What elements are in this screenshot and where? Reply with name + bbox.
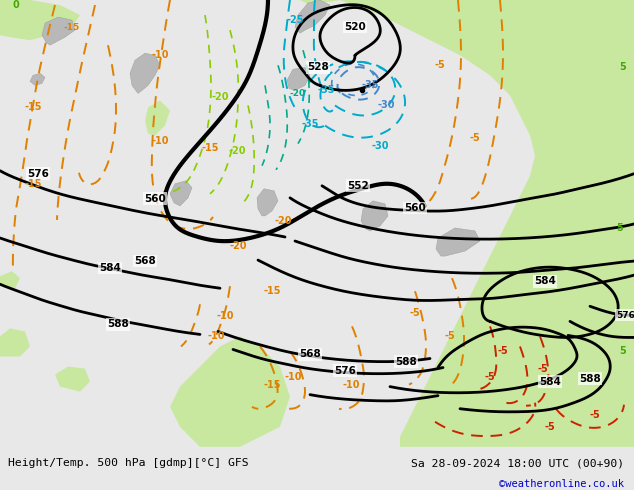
Text: -5: -5 [470, 133, 481, 143]
Polygon shape [361, 201, 388, 231]
Polygon shape [30, 74, 45, 85]
Text: 588: 588 [579, 373, 601, 384]
Text: -15: -15 [263, 286, 281, 296]
Text: -15: -15 [24, 102, 42, 112]
Text: -15: -15 [263, 380, 281, 390]
Text: -10: -10 [152, 50, 169, 60]
Text: -35: -35 [361, 80, 378, 90]
Text: -25: -25 [286, 15, 304, 25]
Polygon shape [257, 189, 278, 216]
Polygon shape [287, 67, 310, 90]
Text: -5: -5 [538, 364, 548, 373]
Text: 584: 584 [99, 263, 121, 273]
Text: -5: -5 [444, 331, 455, 342]
Polygon shape [436, 228, 480, 256]
Text: -35: -35 [317, 85, 335, 96]
Text: -15: -15 [24, 179, 42, 189]
Polygon shape [170, 181, 192, 206]
Text: 576: 576 [616, 311, 634, 320]
Text: 560: 560 [144, 194, 166, 204]
Text: 5: 5 [619, 62, 626, 73]
Polygon shape [130, 53, 160, 94]
Text: -5: -5 [484, 371, 495, 382]
Text: 5: 5 [619, 346, 626, 357]
Text: -15: -15 [201, 143, 219, 152]
Text: 588: 588 [395, 357, 417, 367]
Text: -5: -5 [590, 410, 600, 420]
Text: -35: -35 [301, 119, 319, 128]
Text: -10: -10 [342, 380, 359, 390]
Text: -10: -10 [216, 311, 234, 321]
Text: -30: -30 [377, 100, 395, 110]
Text: 584: 584 [539, 377, 561, 387]
Text: 560: 560 [404, 203, 426, 213]
Text: 576: 576 [27, 169, 49, 179]
Polygon shape [0, 271, 20, 288]
Text: -20: -20 [230, 241, 247, 251]
Text: -5: -5 [545, 422, 555, 432]
Polygon shape [55, 367, 90, 392]
Text: 568: 568 [299, 349, 321, 360]
Text: -5: -5 [498, 346, 508, 357]
Text: -10: -10 [284, 371, 302, 382]
Polygon shape [300, 0, 340, 5]
Text: -5: -5 [435, 60, 445, 70]
Text: 584: 584 [534, 276, 556, 286]
Text: -10: -10 [152, 136, 169, 146]
Text: 552: 552 [347, 181, 369, 191]
Text: Sa 28-09-2024 18:00 UTC (00+90): Sa 28-09-2024 18:00 UTC (00+90) [411, 458, 624, 468]
Text: -5: -5 [410, 308, 420, 318]
Polygon shape [145, 100, 170, 136]
Text: Height/Temp. 500 hPa [gdmp][°C] GFS: Height/Temp. 500 hPa [gdmp][°C] GFS [8, 458, 249, 468]
Text: -20: -20 [228, 146, 246, 156]
Text: -20: -20 [211, 93, 229, 102]
Text: -20: -20 [290, 89, 306, 98]
Polygon shape [295, 0, 330, 33]
Text: 588: 588 [107, 319, 129, 329]
Polygon shape [0, 328, 30, 357]
Text: -10: -10 [207, 331, 224, 342]
Polygon shape [340, 0, 634, 447]
Text: -20: -20 [275, 216, 292, 226]
Text: ©weatheronline.co.uk: ©weatheronline.co.uk [500, 479, 624, 489]
Text: 5: 5 [617, 223, 623, 233]
Text: -30: -30 [372, 141, 389, 150]
Polygon shape [170, 337, 290, 447]
Text: 0: 0 [13, 0, 20, 10]
Text: -15: -15 [64, 23, 80, 32]
Polygon shape [0, 0, 80, 40]
Text: 576: 576 [334, 366, 356, 375]
Text: 520: 520 [344, 22, 366, 32]
Text: 528: 528 [307, 62, 329, 73]
Text: 568: 568 [134, 256, 156, 266]
Polygon shape [42, 17, 75, 45]
